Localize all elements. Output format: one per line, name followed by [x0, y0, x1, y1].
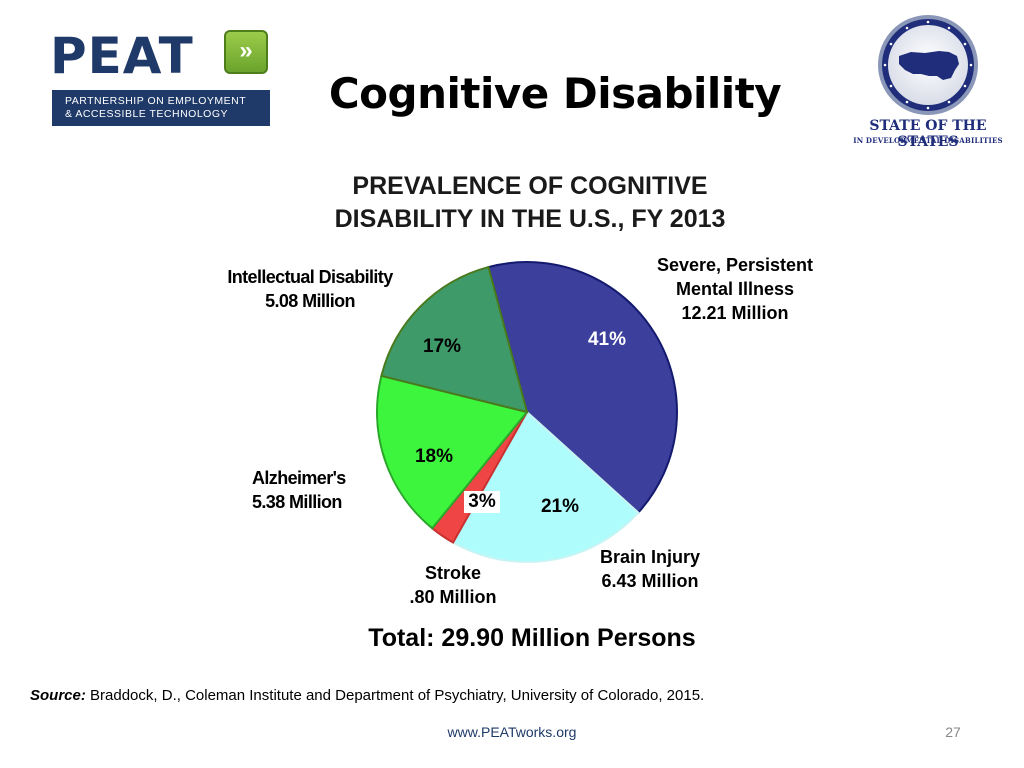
label-brain-injury-name: Brain Injury: [599, 547, 701, 567]
seal-name: STATE OF THE STATES: [869, 118, 987, 150]
label-mental-illness: Severe, Persistent Mental Illness 12.21 …: [630, 253, 840, 325]
source-note: Source: Braddock, D., Coleman Institute …: [30, 687, 704, 704]
slide-number: 27: [945, 724, 961, 740]
pie-percent-alzheimers: 18%: [415, 446, 453, 467]
peat-tagline-line1: PARTNERSHIP ON EMPLOYMENT: [65, 95, 247, 107]
label-alzheimers-value: 5.38 Million: [252, 492, 342, 512]
pie-percent-intellectual-disability: 17%: [423, 336, 461, 357]
pie-label-bg-stroke: [464, 491, 500, 513]
label-brain-injury: Brain Injury 6.43 Million: [580, 545, 720, 593]
label-mental-illness-name1: Severe, Persistent: [656, 255, 814, 275]
label-brain-injury-value: 6.43 Million: [601, 571, 699, 591]
label-mental-illness-name2: Mental Illness: [675, 279, 795, 299]
peat-logo: PEAT » PARTNERSHIP ON EMPLOYMENT & ACCES…: [50, 28, 272, 128]
pie-slice-mental-illness: [487, 261, 678, 515]
pie-percent-mental-illness: 41%: [588, 329, 626, 350]
chart-title-line2: DISABILITY IN THE U.S., FY 2013: [334, 205, 726, 233]
slide-title: Cognitive Disability: [328, 69, 782, 118]
footer-url: www.PEATworks.org: [447, 724, 577, 740]
label-mental-illness-value: 12.21 Million: [681, 303, 789, 323]
label-alzheimers-name: Alzheimer's: [252, 468, 346, 488]
peat-arrow-icon: »: [224, 30, 268, 74]
pie-percent-stroke: 3%: [468, 491, 496, 512]
us-map-seal-icon: [878, 15, 978, 115]
label-stroke: Stroke .80 Million: [390, 561, 516, 609]
chart-title: PREVALENCE OF COGNITIVE DISABILITY IN TH…: [260, 170, 800, 236]
source-label: Source:: [30, 687, 86, 704]
state-of-the-states-logo: STATE OF THE STATES IN DEVELOPMENTAL DIS…: [840, 10, 1016, 150]
peat-tagline: PARTNERSHIP ON EMPLOYMENT & ACCESSIBLE T…: [52, 90, 270, 126]
total-label: Total: 29.90 Million Persons: [368, 624, 696, 652]
label-alzheimers: Alzheimer's 5.38 Million: [252, 466, 392, 514]
pie-slice-alzheimers: [376, 374, 529, 530]
seal-subtitle: IN DEVELOPMENTAL DISABILITIES: [853, 136, 1003, 145]
chart-title-line1: PREVALENCE OF COGNITIVE: [352, 172, 708, 200]
label-intellectual-disability-value: 5.08 Million: [265, 291, 355, 311]
source-text: Braddock, D., Coleman Institute and Depa…: [85, 687, 705, 704]
label-intellectual-disability-name: Intellectual Disability: [227, 267, 393, 287]
pie-slice-intellectual-disability: [380, 265, 529, 414]
label-stroke-value: .80 Million: [409, 587, 497, 607]
label-stroke-name: Stroke: [424, 563, 482, 583]
peat-tagline-line2: & ACCESSIBLE TECHNOLOGY: [65, 108, 229, 120]
pie-percent-brain-injury: 21%: [541, 496, 579, 517]
peat-wordmark: PEAT: [50, 27, 194, 85]
label-intellectual-disability: Intellectual Disability 5.08 Million: [190, 265, 430, 313]
pie-slice-brain-injury: [451, 410, 640, 563]
